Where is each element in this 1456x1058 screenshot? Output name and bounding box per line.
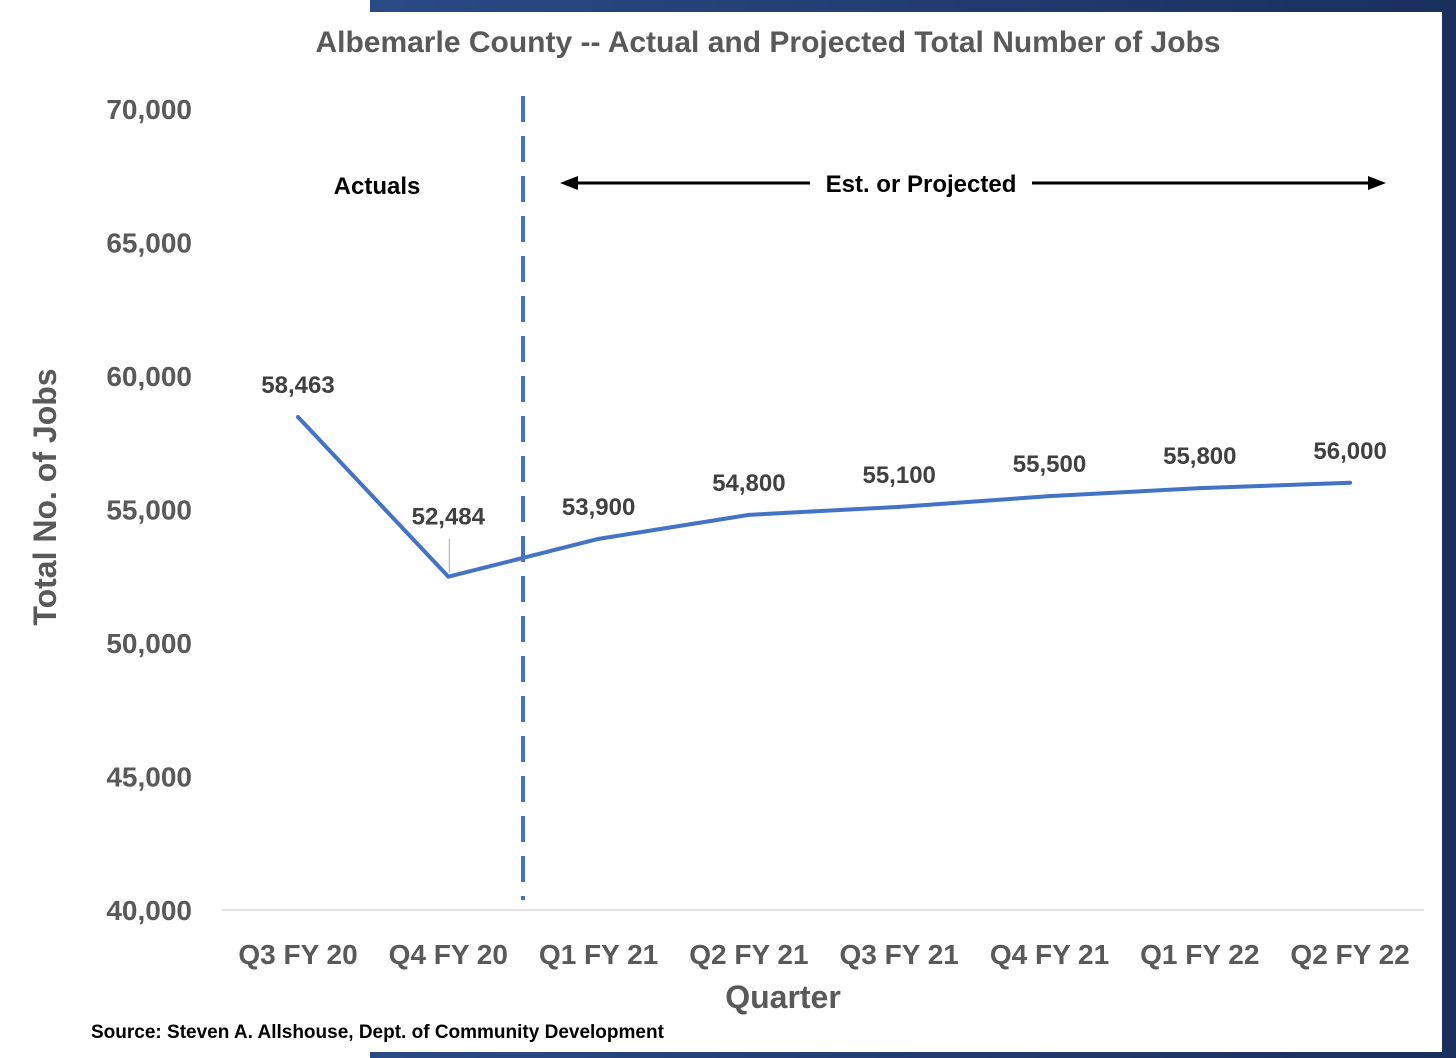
x-tick-label: Q3 FY 21 (840, 939, 959, 970)
y-axis-ticks: 40,000 45,000 50,000 55,000 60,000 65,000 70,0… (106, 94, 192, 926)
data-label: 58,463 (261, 372, 334, 399)
x-tick-label: Q3 FY 20 (238, 939, 357, 970)
data-point (1047, 494, 1052, 499)
data-point (1348, 480, 1353, 485)
x-tick-label: Q1 FY 21 (539, 939, 658, 970)
chart-title: Albemarle County -- Actual and Projected… (315, 26, 1220, 59)
data-label: 52,484 (412, 504, 486, 531)
projected-arrow: Est. or Projected (560, 171, 1386, 198)
chart-card (0, 12, 1442, 1052)
actuals-label: Actuals (334, 173, 421, 200)
y-tick-label: 55,000 (106, 495, 192, 526)
y-axis-title: Total No. of Jobs (27, 368, 63, 625)
data-point (446, 574, 451, 579)
y-tick-label: 70,000 (106, 94, 192, 125)
x-axis-title: Quarter (725, 979, 841, 1015)
y-tick-label: 50,000 (106, 628, 192, 659)
x-tick-label: Q1 FY 22 (1140, 939, 1259, 970)
jobs-series-line (296, 415, 1351, 579)
data-labels: 58,463 52,484 53,900 54,800 55,100 55,500 55,8… (261, 372, 1387, 531)
data-point (596, 536, 601, 541)
data-label: 55,100 (862, 462, 935, 489)
data-label: 56,000 (1313, 438, 1386, 465)
projected-arrow-left-head (560, 176, 578, 190)
x-tick-label: Q4 FY 20 (389, 939, 508, 970)
projected-label: Est. or Projected (826, 171, 1017, 198)
projected-arrow-right-head (1368, 176, 1386, 190)
x-tick-label: Q2 FY 22 (1290, 939, 1409, 970)
data-label: 53,900 (562, 494, 635, 521)
x-tick-label: Q4 FY 21 (990, 939, 1109, 970)
x-axis-ticks: Q3 FY 20 Q4 FY 20 Q1 FY 21 Q2 FY 21 Q3 FY 21… (238, 939, 1409, 970)
y-tick-label: 40,000 (106, 895, 192, 926)
data-label: 55,800 (1163, 443, 1236, 470)
data-point (1197, 486, 1202, 491)
data-point (897, 504, 902, 509)
x-tick-label: Q2 FY 21 (689, 939, 808, 970)
data-points (296, 415, 1353, 579)
y-tick-label: 65,000 (106, 228, 192, 259)
data-point (746, 512, 751, 517)
data-label: 55,500 (1013, 451, 1086, 478)
source-note: Source: Steven A. Allshouse, Dept. of Co… (91, 1022, 665, 1043)
data-label: 54,800 (712, 470, 785, 497)
y-tick-label: 60,000 (106, 361, 192, 392)
y-tick-label: 45,000 (106, 762, 192, 793)
data-point (296, 415, 300, 420)
